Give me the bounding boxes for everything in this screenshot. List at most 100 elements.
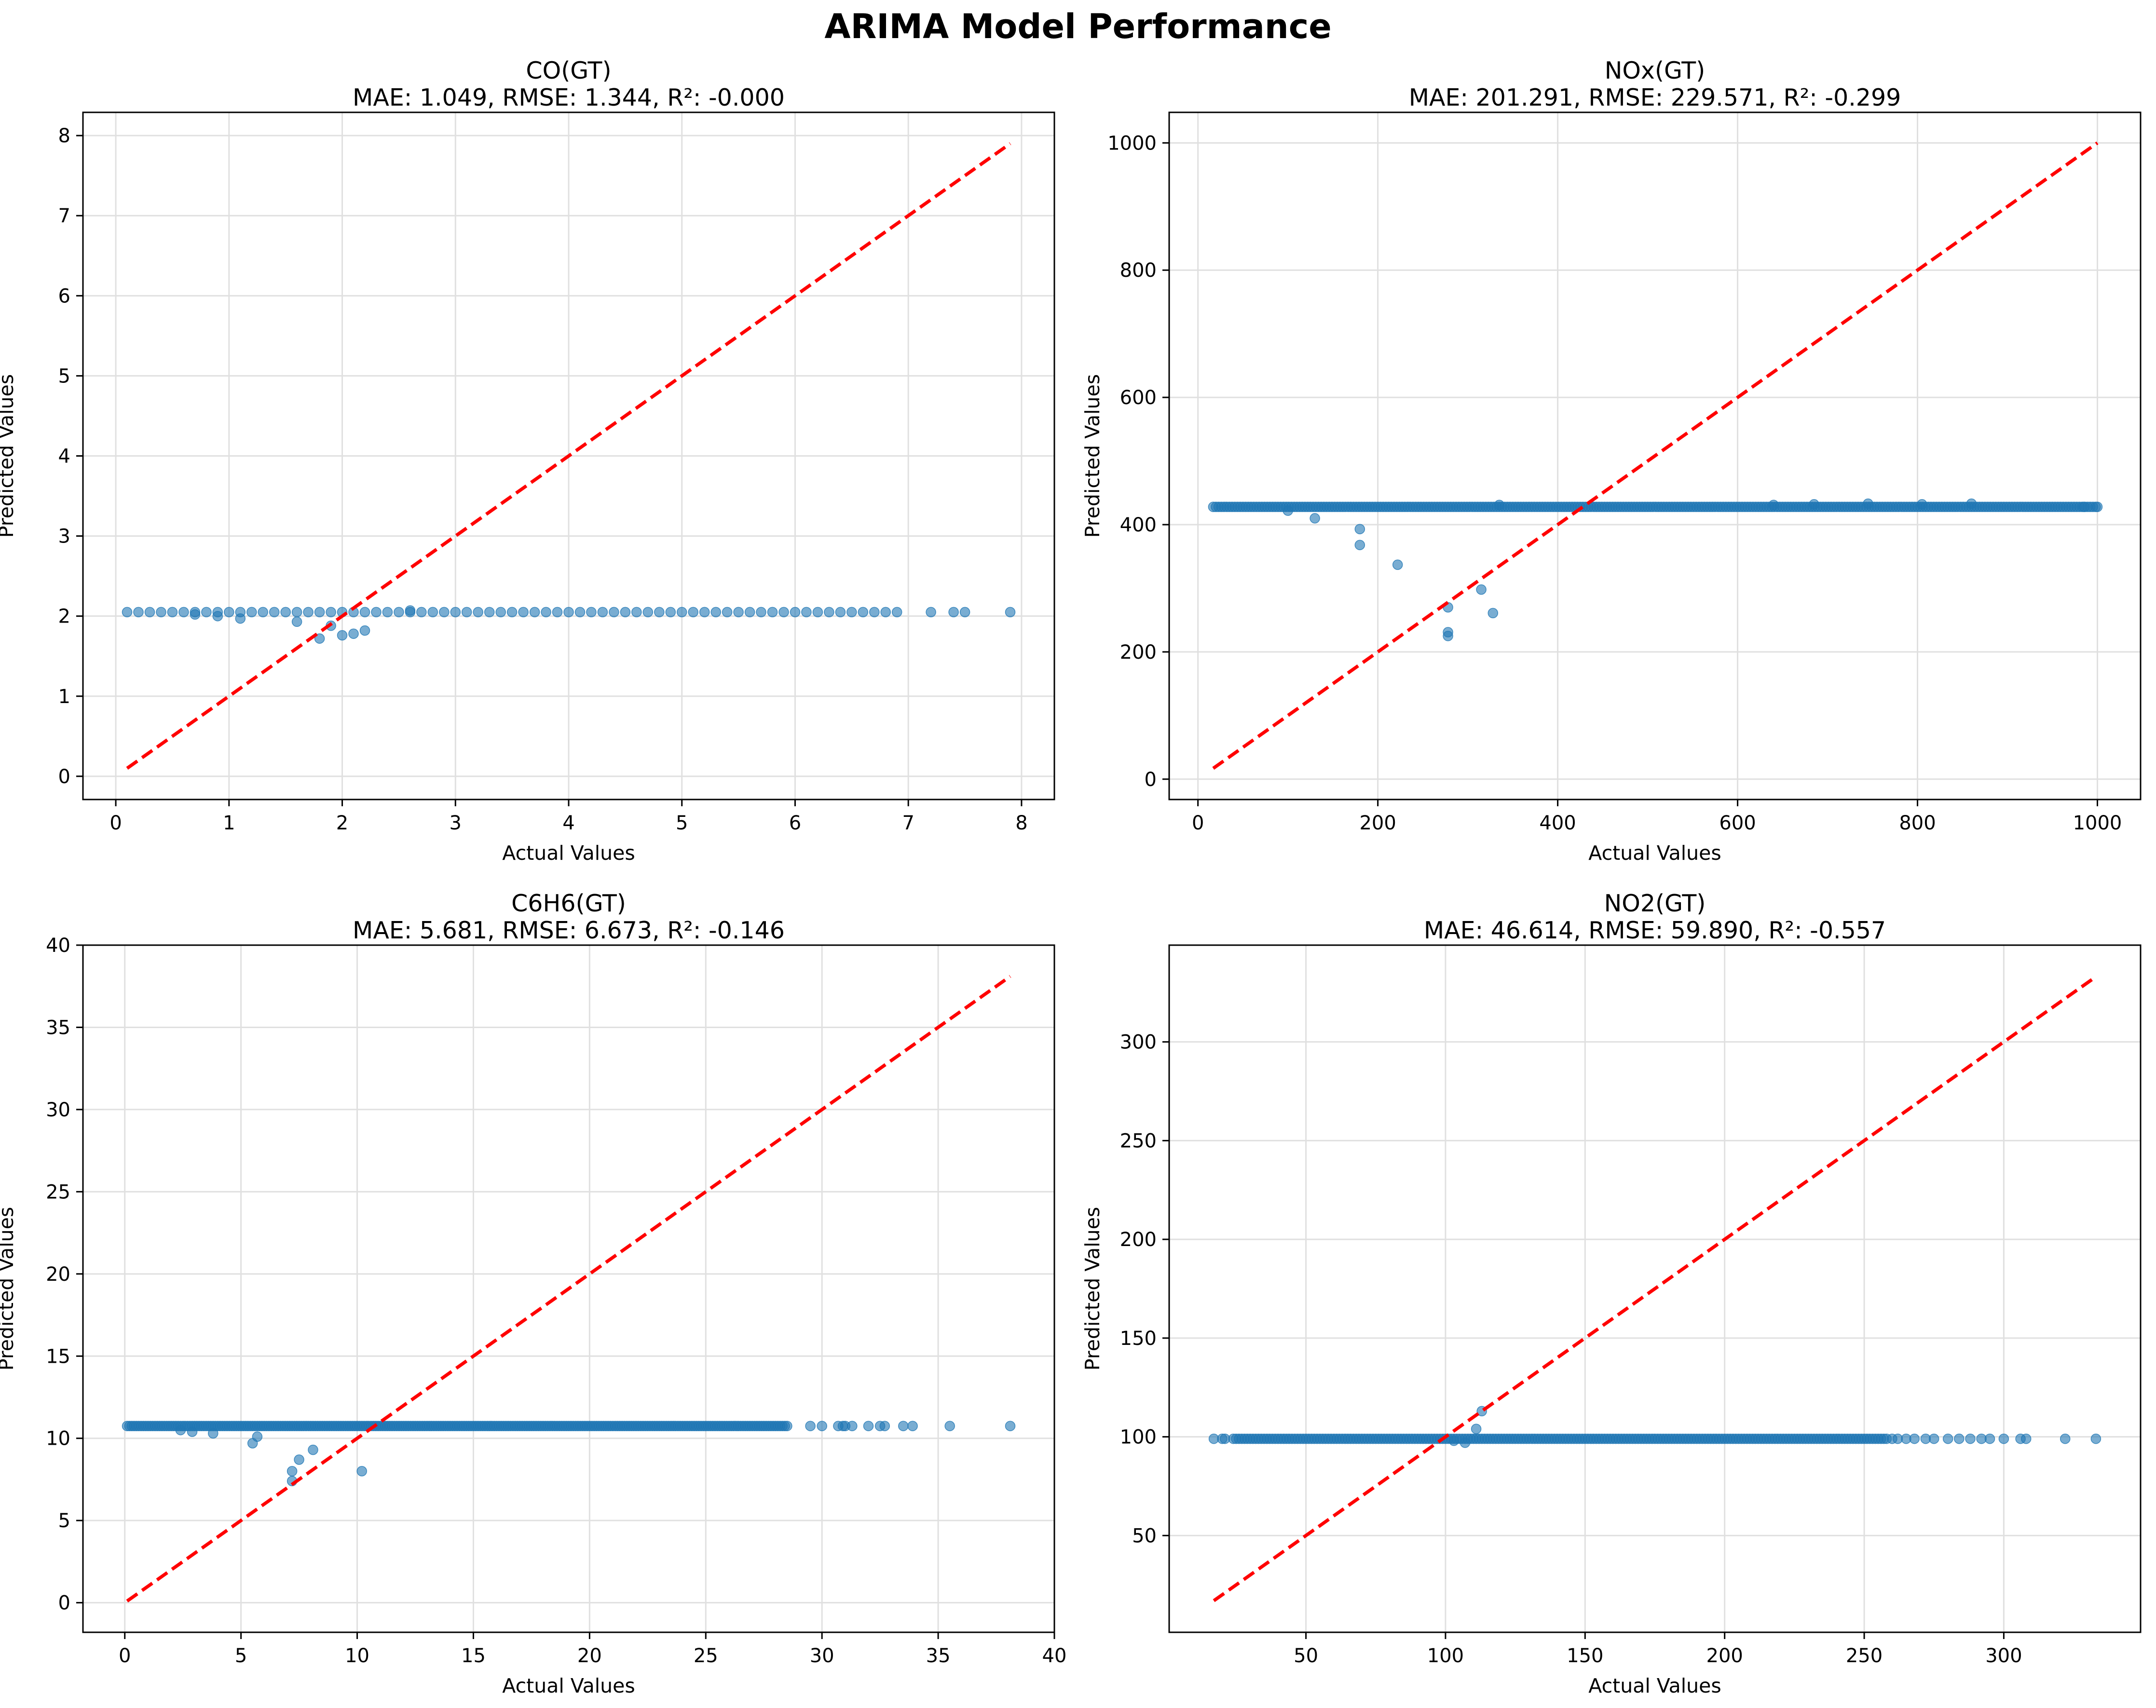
- y-tick-label: 200: [1120, 1229, 1157, 1251]
- y-tick-label: 40: [46, 935, 70, 957]
- x-tick-label: 0: [119, 1645, 131, 1667]
- data-point: [1928, 1433, 1939, 1444]
- data-point: [291, 616, 302, 627]
- data-point: [175, 1424, 186, 1436]
- x-tick-label: 25: [694, 1645, 718, 1667]
- data-point: [1965, 1433, 1976, 1444]
- data-point: [1487, 608, 1499, 619]
- y-tick-label: 6: [58, 285, 70, 307]
- x-tick-label: 4: [562, 812, 574, 834]
- scatter-points: [122, 605, 1016, 644]
- x-tick-label: 15: [461, 1645, 486, 1667]
- data-point: [144, 607, 155, 618]
- axes-frame: [1168, 111, 2142, 800]
- data-point: [167, 607, 178, 618]
- x-tick-label: 50: [1294, 1645, 1318, 1667]
- y-tick-label: 50: [1132, 1525, 1157, 1547]
- data-point: [586, 607, 597, 618]
- axes-frame: [82, 944, 1055, 1633]
- y-tick-label: 5: [58, 365, 70, 387]
- x-tick-label: 800: [1899, 812, 1936, 834]
- data-point: [926, 607, 936, 618]
- data-point: [858, 607, 869, 618]
- data-point: [201, 607, 212, 618]
- data-point: [287, 1466, 298, 1477]
- y-axis-label: Predicted Values: [1081, 1207, 1104, 1370]
- data-point: [907, 1421, 918, 1431]
- data-point: [790, 607, 801, 618]
- data-point: [699, 607, 710, 618]
- x-tick-label: 600: [1719, 812, 1756, 834]
- data-point: [280, 607, 291, 618]
- ideal-prediction-line: [126, 142, 1011, 770]
- data-point: [1476, 584, 1487, 595]
- data-point: [133, 607, 144, 618]
- data-point: [495, 607, 506, 618]
- data-point: [506, 607, 518, 618]
- y-axis-label: Predicted Values: [0, 374, 18, 538]
- data-point: [252, 1431, 263, 1442]
- data-point: [710, 607, 721, 618]
- y-tick-label: 35: [46, 1017, 70, 1039]
- data-point: [574, 607, 586, 618]
- data-point: [1354, 540, 1365, 550]
- x-tick-label: 0: [109, 812, 122, 834]
- data-point: [642, 607, 654, 618]
- data-point: [1917, 499, 1927, 510]
- data-point: [1448, 1436, 1460, 1446]
- x-axis-label: Actual Values: [502, 1674, 635, 1697]
- y-tick-label: 300: [1120, 1031, 1157, 1054]
- subplot-title: CO(GT): [526, 57, 611, 84]
- data-point: [473, 607, 483, 618]
- x-tick-label: 6: [789, 812, 801, 834]
- data-point: [1005, 607, 1016, 618]
- y-tick-label: 0: [58, 766, 70, 788]
- ideal-prediction-line: [1212, 141, 2099, 770]
- ideal-prediction-line: [126, 975, 1011, 1603]
- x-axis-label: Actual Values: [1588, 841, 1721, 865]
- data-point: [337, 630, 348, 641]
- subplot-4: 50 100 150 200 250 300 50 100 150 200 250 300 Actual…: [1081, 890, 2142, 1697]
- data-point: [2020, 1433, 2032, 1444]
- data-point: [427, 607, 438, 618]
- data-point: [665, 607, 676, 618]
- data-point: [518, 607, 529, 618]
- data-point: [541, 607, 551, 618]
- x-tick-label: 35: [926, 1645, 951, 1667]
- y-tick-label: 1: [58, 686, 70, 708]
- data-point: [1942, 1433, 1953, 1444]
- subplot-metrics: MAE: 5.681, RMSE: 6.673, R²: -0.146: [353, 917, 785, 944]
- subplot-title: NOx(GT): [1605, 57, 1706, 84]
- data-point: [1005, 1421, 1016, 1431]
- data-point: [212, 610, 223, 622]
- data-point: [563, 607, 574, 618]
- x-tick-label: 5: [676, 812, 688, 834]
- data-point: [450, 607, 461, 618]
- data-point: [880, 607, 891, 618]
- data-point: [688, 607, 698, 618]
- y-tick-label: 800: [1120, 259, 1157, 282]
- data-point: [1494, 500, 1505, 510]
- data-point: [246, 607, 257, 618]
- y-tick-label: 250: [1120, 1130, 1157, 1152]
- data-point: [314, 633, 325, 644]
- y-tick-label: 15: [46, 1345, 70, 1368]
- data-point: [269, 607, 280, 618]
- x-tick-label: 300: [1985, 1645, 2022, 1667]
- data-point: [178, 607, 189, 618]
- subplot-title: C6H6(GT): [511, 890, 626, 917]
- data-point: [863, 1421, 874, 1431]
- y-tick-label: 3: [58, 526, 70, 548]
- data-point: [1310, 513, 1320, 524]
- data-point: [394, 607, 404, 618]
- x-tick-label: 0: [1192, 812, 1204, 834]
- data-point: [484, 607, 495, 618]
- x-tick-label: 200: [1359, 812, 1396, 834]
- x-tick-label: 10: [345, 1645, 369, 1667]
- data-point: [258, 607, 268, 618]
- data-point: [314, 607, 325, 618]
- data-point: [1460, 1437, 1471, 1448]
- y-axis-label: Predicted Values: [0, 1207, 18, 1370]
- data-point: [529, 607, 540, 618]
- data-point: [308, 1444, 318, 1455]
